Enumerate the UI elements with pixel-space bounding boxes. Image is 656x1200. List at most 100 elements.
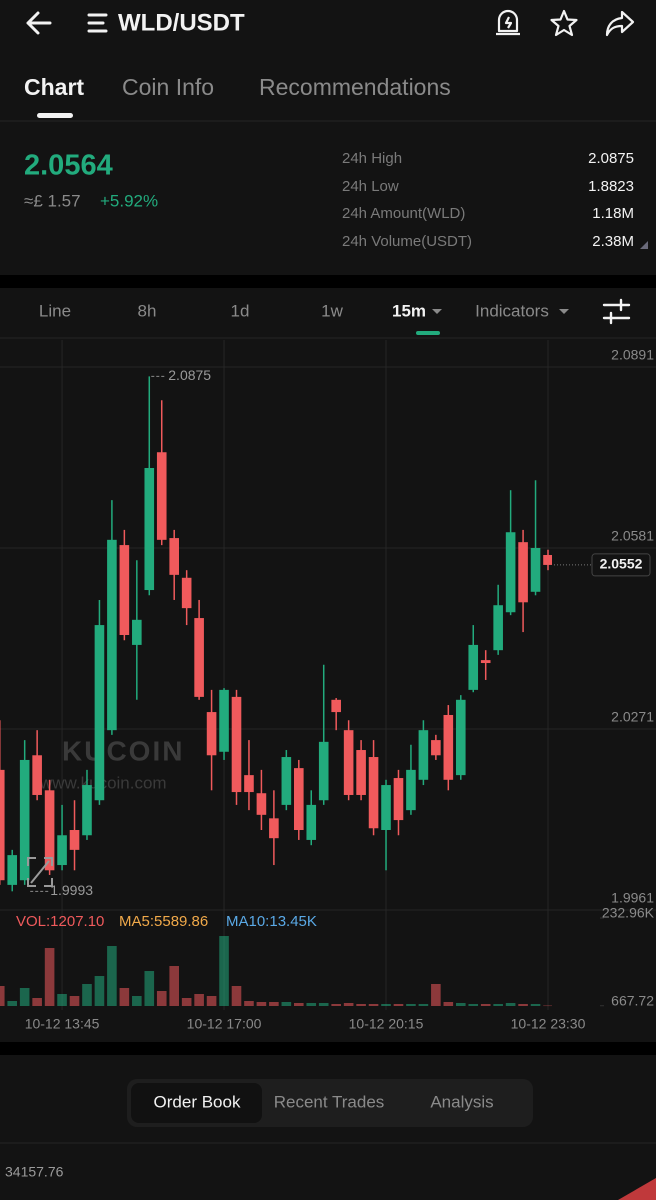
y-tick-label: 1.9961 [611, 890, 654, 906]
volume-bar [480, 1004, 491, 1006]
candle-body [318, 741, 329, 801]
watermark: KUCOIN [62, 735, 184, 766]
pair-title[interactable]: WLD/USDT [118, 9, 245, 36]
volume-bar [169, 966, 179, 1006]
volume-bar [256, 1002, 267, 1006]
stat-value: 2.0875 [588, 150, 634, 167]
volume-bar [32, 998, 42, 1006]
volume-bar [231, 986, 242, 1006]
volume-bar [381, 1004, 391, 1006]
tab[interactable]: Recommendations [259, 74, 451, 100]
candle-body [244, 775, 254, 793]
candle-body [518, 542, 528, 603]
volume-bar [331, 1004, 341, 1006]
volume-legend: VOL:1207.10 [16, 913, 104, 930]
x-tick-label: 10-12 17:00 [187, 1016, 262, 1032]
volume-tick-label: 232.96K [602, 905, 655, 921]
candle-body [468, 644, 479, 690]
candle-body [543, 555, 552, 565]
volume-bar [244, 1001, 254, 1006]
candle-body [231, 696, 242, 793]
candle-body [493, 605, 503, 651]
back-button[interactable] [26, 11, 52, 35]
candle-body [306, 804, 317, 840]
volume-bar [306, 1003, 317, 1006]
candle-body [480, 660, 491, 664]
volume-bar [368, 1004, 379, 1006]
candle-body [418, 730, 429, 780]
timeframe[interactable]: 1w [321, 301, 343, 320]
stat-label: 24h Volume(USDT) [342, 233, 472, 250]
favorite-icon[interactable] [550, 9, 578, 37]
fullscreen-icon-path [27, 857, 53, 887]
timeframe[interactable]: Indicators [475, 301, 549, 320]
volume-bar [57, 994, 67, 1006]
volume-bar [194, 994, 204, 1006]
candle-body [0, 769, 5, 881]
volume-bar [455, 1003, 466, 1006]
timeframe[interactable]: 8h [138, 301, 157, 320]
timeframe-indicator [416, 331, 440, 335]
candle-body [505, 532, 516, 613]
stat-label: 24h Low [342, 178, 399, 195]
expand-triangle[interactable] [640, 241, 648, 249]
volume-bar [294, 1003, 304, 1006]
volume-bar [206, 996, 217, 1006]
volume-bar [493, 1004, 503, 1006]
volume-bar [44, 948, 55, 1006]
volume-bar [7, 1001, 18, 1006]
candle-body [94, 625, 105, 801]
volume-tick-label: 667.72 [611, 992, 654, 1008]
volume-bar [393, 1004, 404, 1006]
candle-body [256, 793, 267, 815]
bottom-tab-bar: Order Book Recent Trades Analysis [127, 1079, 533, 1127]
candle-body [406, 769, 416, 811]
volume-bar [144, 971, 155, 1006]
last-price: 2.0564 [24, 150, 113, 182]
high-label: 2.0875 [168, 367, 211, 383]
settings-icon[interactable] [602, 298, 631, 325]
candle-body [7, 855, 18, 885]
timeframe[interactable]: Line [39, 301, 71, 320]
volume-bar [82, 984, 92, 1006]
volume-bar [418, 1004, 429, 1006]
fiat-price: ≈£ 1.57 [24, 191, 81, 210]
fullscreen-icon[interactable] [27, 857, 53, 887]
bottom-tab[interactable]: Analysis [430, 1092, 493, 1111]
volume-bar [343, 1003, 354, 1006]
volume-bar [119, 988, 130, 1006]
share-icon[interactable] [605, 10, 635, 37]
candle-body [431, 740, 441, 756]
menu-icon[interactable] [87, 13, 108, 33]
timeframe[interactable]: 1d [231, 301, 250, 320]
volume-bar [468, 1004, 479, 1006]
candle-body [156, 452, 167, 540]
volume-bar [181, 998, 192, 1006]
stat-value: 2.38M [592, 233, 634, 250]
volume-bar [318, 1003, 329, 1006]
candle-body [269, 818, 279, 839]
candle-body [169, 538, 179, 575]
tab[interactable]: Coin Info [122, 74, 214, 100]
volume-bar [156, 991, 167, 1006]
volume-bar [406, 1004, 416, 1006]
stat-value: 1.8823 [588, 178, 634, 195]
timeframe[interactable]: 15m [392, 301, 426, 320]
header: WLD/USDT [26, 9, 635, 37]
candle-body [107, 539, 117, 731]
volume-bar [543, 1005, 552, 1007]
tab[interactable]: Chart [24, 74, 84, 100]
volume-bar [94, 976, 105, 1006]
bottom-tab[interactable]: Order Book [154, 1092, 241, 1111]
bottom-tab[interactable]: Recent Trades [274, 1092, 385, 1111]
volume-legend: MA10:13.45K [226, 913, 317, 930]
volume-bar [443, 1002, 454, 1006]
x-tick-label: 10-12 23:30 [511, 1016, 586, 1032]
active-segment [131, 1083, 262, 1123]
y-tick-label: 2.0271 [611, 709, 654, 725]
candle-body [219, 689, 229, 752]
candle-body [393, 778, 404, 821]
section-gap [0, 275, 656, 288]
alert-icon[interactable] [496, 9, 520, 36]
